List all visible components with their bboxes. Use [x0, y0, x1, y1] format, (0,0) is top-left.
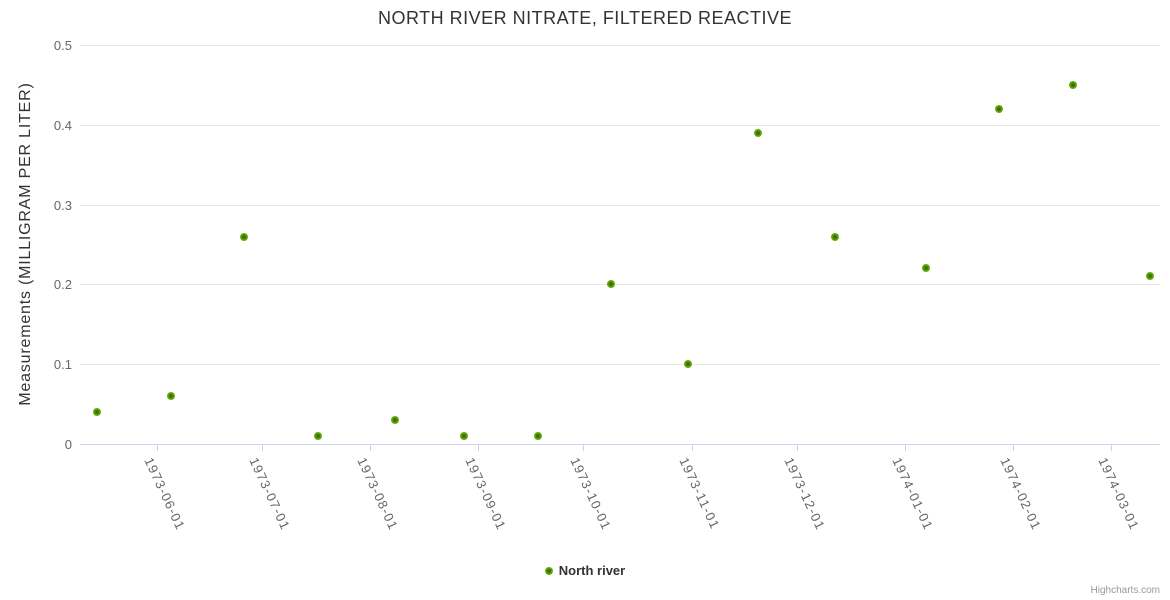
- data-point[interactable]: [1146, 272, 1154, 280]
- data-point[interactable]: [922, 264, 930, 272]
- x-axis-tick: [583, 445, 584, 451]
- x-axis-tick-label: 1973-09-01: [462, 455, 510, 533]
- data-point[interactable]: [314, 432, 322, 440]
- x-axis-tick: [905, 445, 906, 451]
- y-axis-tick-label: 0.3: [53, 198, 72, 213]
- x-axis-tick: [692, 445, 693, 451]
- x-axis-tick: [478, 445, 479, 451]
- y-axis-tick-label: 0.4: [53, 118, 72, 133]
- legend-label: North river: [558, 563, 626, 578]
- y-gridline: [80, 205, 1160, 206]
- x-axis-tick: [262, 445, 263, 451]
- y-gridline: [80, 125, 1160, 126]
- data-point[interactable]: [460, 432, 468, 440]
- y-axis-tick-label: 0: [64, 437, 72, 452]
- data-point[interactable]: [167, 392, 175, 400]
- chart-title: NORTH RIVER NITRATE, FILTERED REACTIVE: [377, 8, 793, 28]
- x-axis-tick-label: 1973-06-01: [141, 455, 189, 533]
- data-point[interactable]: [93, 408, 101, 416]
- x-axis-line: [80, 444, 1160, 445]
- x-axis-tick-label: 1973-10-01: [567, 455, 615, 533]
- x-axis-tick-label: 1973-07-01: [246, 455, 294, 533]
- x-axis-tick-label: 1973-12-01: [781, 455, 829, 533]
- x-axis-tick-label: 1974-01-01: [889, 455, 937, 533]
- y-gridline: [80, 284, 1160, 285]
- data-point[interactable]: [607, 280, 615, 288]
- data-point[interactable]: [754, 129, 762, 137]
- x-axis-tick-label: 1973-08-01: [354, 455, 402, 533]
- x-axis-tick-label: 1974-02-01: [997, 455, 1045, 533]
- y-gridline: [80, 45, 1160, 46]
- data-point[interactable]: [1069, 81, 1077, 89]
- x-axis-tick: [1111, 445, 1112, 451]
- x-axis-tick: [370, 445, 371, 451]
- x-axis-tick: [157, 445, 158, 451]
- legend-item-north-river[interactable]: North river: [544, 563, 626, 578]
- y-axis-tick-label: 0.5: [53, 38, 72, 53]
- legend: North river: [0, 563, 1170, 578]
- x-axis-tick-label: 1974-03-01: [1095, 455, 1143, 533]
- data-point[interactable]: [240, 233, 248, 241]
- data-point[interactable]: [684, 360, 692, 368]
- credits-link[interactable]: Highcharts.com: [1090, 585, 1160, 596]
- y-axis-tick-label: 0.2: [53, 277, 72, 292]
- y-gridline: [80, 364, 1160, 365]
- x-axis-tick: [1013, 445, 1014, 451]
- data-point[interactable]: [391, 416, 399, 424]
- data-point[interactable]: [831, 233, 839, 241]
- legend-marker-icon: [544, 566, 553, 575]
- x-axis-tick: [797, 445, 798, 451]
- data-point[interactable]: [995, 105, 1003, 113]
- x-axis-tick-label: 1973-11-01: [676, 455, 723, 532]
- data-point[interactable]: [534, 432, 542, 440]
- y-axis-tick-label: 0.1: [53, 357, 72, 372]
